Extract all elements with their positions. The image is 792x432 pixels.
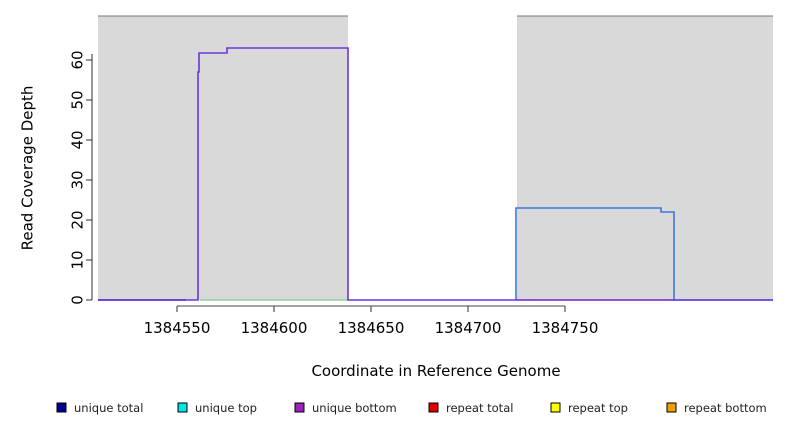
x-tick-label-1384650: 1384650 [338,319,405,337]
x-tick-label-1384600: 1384600 [241,319,308,337]
x-axis-title: Coordinate in Reference Genome [311,362,560,380]
legend-swatch-repeat-bottom [666,402,677,413]
x-tick-label-1384700: 1384700 [435,319,502,337]
legend-label-repeat-total: repeat total [446,401,513,415]
series-unique-bottom [98,47,773,301]
y-axis: 0 10 20 30 40 50 60 Read Coverage Depth [19,50,93,305]
shaded-region-right [517,16,773,300]
y-tick-label-40: 40 [69,130,87,149]
legend-swatch-unique-top [177,402,188,413]
legend-label-unique-total: unique total [74,401,143,415]
x-tick-label-1384550: 1384550 [144,319,211,337]
y-tick-label-50: 50 [69,90,87,109]
shaded-region-left [98,16,348,300]
legend-swatch-repeat-total [428,402,439,413]
y-axis-title: Read Coverage Depth [19,86,37,251]
y-tick-label-20: 20 [69,210,87,229]
y-tick-label-60: 60 [69,50,87,69]
legend-label-unique-top: unique top [195,401,257,415]
legend-swatch-unique-bottom [294,402,305,413]
legend-label-repeat-bottom: repeat bottom [684,401,767,415]
legend: unique total unique top unique bottom re… [56,401,767,415]
legend-swatch-repeat-top [550,402,561,413]
series-group [98,47,773,301]
y-tick-label-30: 30 [69,170,87,189]
x-tick-label-1384750: 1384750 [532,319,599,337]
y-tick-label-10: 10 [69,250,87,269]
y-tick-label-0: 0 [69,295,87,305]
x-axis: 1384550 1384600 1384650 1384700 1384750 … [144,305,599,380]
legend-label-repeat-top: repeat top [568,401,628,415]
shaded-regions-group [98,15,773,300]
legend-label-unique-bottom: unique bottom [312,401,397,415]
legend-swatch-unique-total [56,402,67,413]
